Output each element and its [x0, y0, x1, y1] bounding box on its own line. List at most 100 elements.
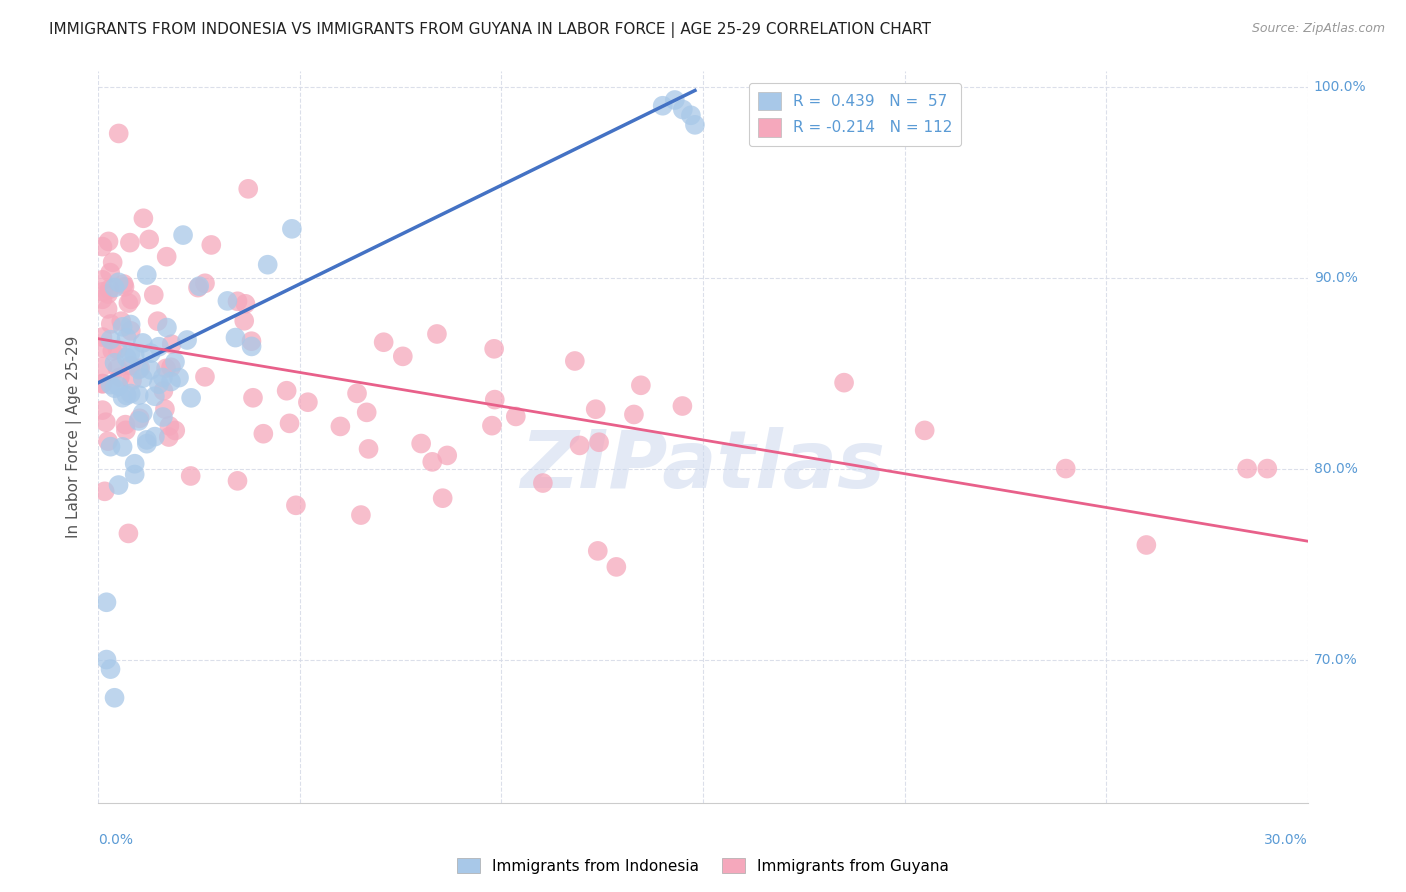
- Point: [111, 440, 134, 454]
- Point: [411, 436, 433, 450]
- Point: [651, 99, 673, 113]
- Text: IMMIGRANTS FROM INDONESIA VS IMMIGRANTS FROM GUYANA IN LABOR FORCE | AGE 25-29 C: IMMIGRANTS FROM INDONESIA VS IMMIGRANTS …: [49, 22, 931, 38]
- Point: [98, 266, 121, 280]
- Point: [484, 392, 506, 407]
- Point: [356, 405, 378, 419]
- Point: [233, 314, 256, 328]
- Point: [111, 391, 134, 405]
- Point: [156, 250, 179, 264]
- Point: [120, 386, 142, 401]
- Point: [152, 409, 174, 424]
- Point: [672, 103, 695, 117]
- Point: [160, 337, 183, 351]
- Point: [135, 268, 157, 282]
- Point: [97, 287, 120, 301]
- Point: [564, 354, 586, 368]
- Point: [914, 424, 936, 438]
- Point: [436, 449, 458, 463]
- Point: [97, 434, 120, 449]
- Point: [118, 235, 141, 250]
- Point: [120, 293, 142, 307]
- Point: [153, 402, 176, 417]
- Point: [157, 418, 180, 433]
- Point: [100, 333, 122, 347]
- Point: [128, 414, 150, 428]
- Point: [155, 361, 177, 376]
- Point: [350, 508, 373, 522]
- Point: [240, 334, 263, 349]
- Point: [148, 377, 170, 392]
- Point: [91, 330, 114, 344]
- Point: [180, 469, 202, 483]
- Point: [100, 440, 122, 454]
- Point: [96, 652, 118, 666]
- Point: [91, 273, 114, 287]
- Point: [297, 395, 319, 409]
- Point: [1135, 538, 1157, 552]
- Point: [605, 560, 627, 574]
- Point: [107, 379, 129, 393]
- Point: [1236, 461, 1258, 475]
- Point: [132, 406, 155, 420]
- Point: [152, 384, 174, 398]
- Point: [623, 408, 645, 422]
- Point: [114, 417, 136, 432]
- Point: [97, 301, 120, 316]
- Point: [101, 255, 124, 269]
- Point: [1256, 461, 1278, 475]
- Point: [238, 182, 260, 196]
- Point: [252, 426, 274, 441]
- Point: [160, 375, 183, 389]
- Point: [357, 442, 380, 456]
- Point: [91, 341, 114, 355]
- Point: [585, 402, 607, 417]
- Point: [188, 279, 211, 293]
- Text: Source: ZipAtlas.com: Source: ZipAtlas.com: [1251, 22, 1385, 36]
- Point: [107, 127, 129, 141]
- Point: [110, 314, 132, 328]
- Point: [98, 282, 121, 296]
- Point: [135, 433, 157, 447]
- Point: [194, 277, 217, 291]
- Point: [115, 388, 138, 402]
- Point: [180, 391, 202, 405]
- Point: [91, 239, 114, 253]
- Point: [630, 378, 652, 392]
- Point: [568, 438, 591, 452]
- Point: [132, 211, 155, 226]
- Point: [679, 108, 702, 122]
- Text: 70.0%: 70.0%: [1313, 653, 1357, 666]
- Point: [120, 346, 142, 360]
- Text: 0.0%: 0.0%: [98, 833, 134, 847]
- Point: [120, 318, 142, 332]
- Point: [138, 232, 160, 246]
- Y-axis label: In Labor Force | Age 25-29: In Labor Force | Age 25-29: [66, 336, 83, 538]
- Point: [194, 369, 217, 384]
- Point: [129, 361, 152, 376]
- Point: [103, 280, 125, 294]
- Point: [103, 381, 125, 395]
- Point: [91, 285, 114, 299]
- Point: [172, 228, 194, 243]
- Point: [103, 690, 125, 705]
- Point: [373, 335, 395, 350]
- Point: [420, 455, 443, 469]
- Text: ZIPatlas: ZIPatlas: [520, 427, 886, 506]
- Point: [124, 348, 146, 362]
- Point: [107, 478, 129, 492]
- Point: [142, 288, 165, 302]
- Text: 100.0%: 100.0%: [1313, 79, 1367, 94]
- Text: 90.0%: 90.0%: [1313, 270, 1358, 285]
- Point: [91, 376, 114, 391]
- Point: [91, 359, 114, 374]
- Point: [112, 277, 135, 291]
- Point: [101, 343, 124, 358]
- Point: [157, 430, 180, 444]
- Point: [346, 386, 368, 401]
- Point: [108, 370, 131, 384]
- Point: [217, 293, 239, 308]
- Legend: R =  0.439   N =  57, R = -0.214   N = 112: R = 0.439 N = 57, R = -0.214 N = 112: [748, 83, 962, 146]
- Point: [143, 389, 166, 403]
- Point: [1054, 461, 1077, 475]
- Point: [114, 280, 136, 294]
